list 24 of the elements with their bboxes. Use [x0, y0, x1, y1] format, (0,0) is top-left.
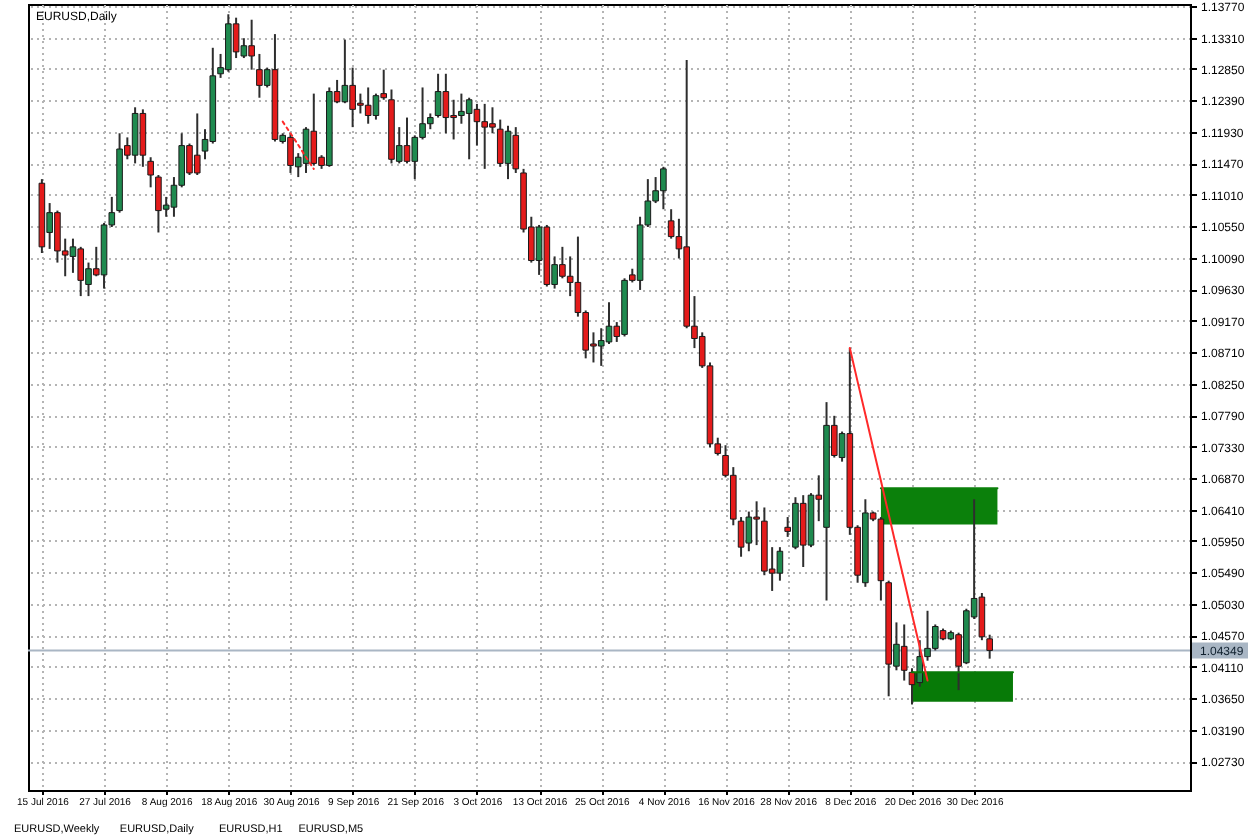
- candlestick: [605, 301, 613, 345]
- candlestick: [481, 102, 488, 170]
- candlestick: [287, 132, 294, 174]
- candlestick: [193, 112, 201, 177]
- candlestick: [77, 245, 85, 298]
- candlestick: [69, 237, 77, 274]
- candlestick: [450, 98, 457, 141]
- candlestick: [465, 96, 473, 161]
- candlestick: [364, 86, 372, 125]
- candlestick: [504, 124, 512, 181]
- line-series: [848, 347, 929, 682]
- candlestick: [745, 510, 753, 553]
- candlestick: [225, 13, 232, 73]
- candlestick: [442, 72, 450, 135]
- candlestick: [131, 106, 139, 165]
- candlestick: [341, 38, 349, 105]
- candlestick: [372, 92, 380, 121]
- candlestick: [310, 92, 318, 167]
- candlestick: [434, 72, 442, 119]
- candlestick: [403, 116, 411, 165]
- candlestick: [799, 494, 807, 568]
- candlestick: [139, 108, 147, 168]
- candlestick: [660, 165, 667, 211]
- line-series: [281, 120, 315, 170]
